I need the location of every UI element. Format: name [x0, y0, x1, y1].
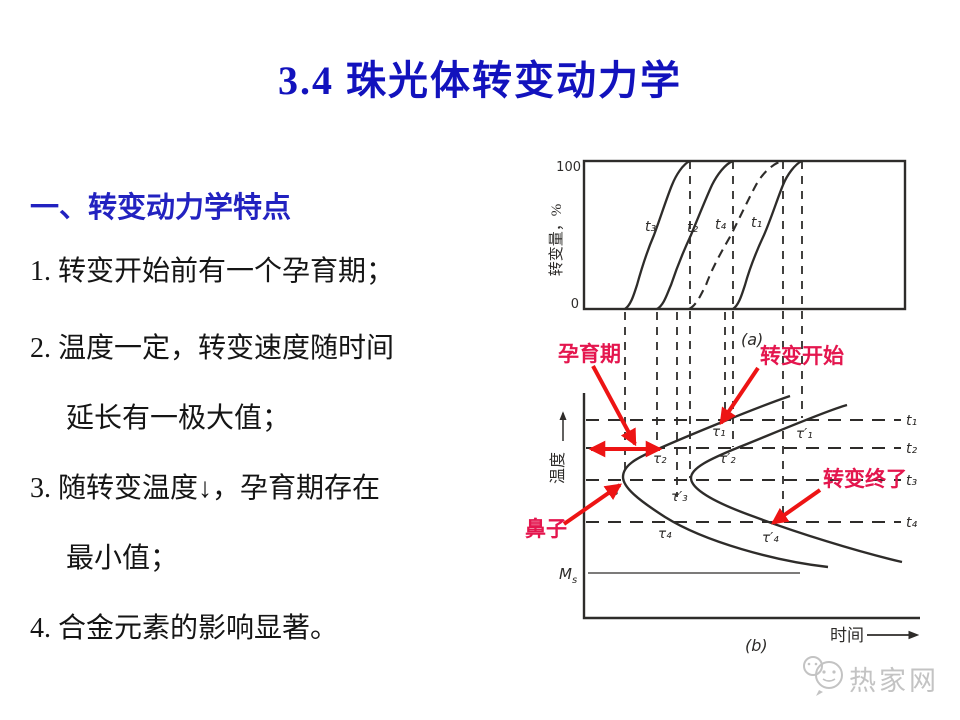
point-1-line: 1. 转变开始前有一个孕育期； — [30, 256, 395, 287]
tau1p-label: τ′₁ — [796, 426, 813, 442]
page-title: 3.4 珠光体转变动力学 — [278, 58, 682, 103]
panel-b-xlabel: 时间 — [830, 626, 864, 645]
tau4-label: τ₄ — [658, 526, 672, 542]
tau2p-label: τ′₂ — [719, 451, 736, 467]
ms-label-sub: s — [572, 575, 577, 586]
panel-a-ylabel: 转变量，% — [548, 204, 565, 277]
tau2-label: τ₂ — [653, 451, 667, 467]
curve-t3 — [624, 159, 691, 310]
panel-a-frame — [582, 159, 907, 311]
incubation-label: 孕育期 — [558, 342, 621, 366]
watermark: 热家网 — [803, 656, 939, 696]
tau1-label: τ₁ — [712, 424, 726, 440]
curve-t4-dashed — [688, 159, 783, 310]
panel-a-ytick-0: 0 — [571, 297, 579, 312]
curve-label-t3: t₃ — [645, 219, 656, 235]
watermark-text: 热家网 — [849, 666, 939, 696]
curve-label-t2: t₂ — [687, 220, 698, 236]
nose-arrow — [562, 483, 623, 526]
panel-b-ylabel: 温度 — [549, 452, 567, 484]
temp-label-t4: t₄ — [906, 515, 917, 531]
point-2-line-2: 延长有一极大值； — [66, 403, 291, 434]
temp-label-t3: t₃ — [906, 473, 917, 489]
end-curve — [689, 403, 903, 564]
curve-t1 — [732, 159, 803, 310]
ms-label-base: M — [559, 565, 572, 583]
watermark-logo-icon — [803, 656, 843, 696]
end-label: 转变终了 — [823, 467, 907, 491]
start-curve — [621, 394, 829, 569]
point-2-line-1: 2. 温度一定，转变速度随时间 — [30, 333, 395, 364]
end-arrow — [770, 488, 822, 525]
nose-label: 鼻子 — [525, 517, 567, 541]
panel-b-label: (b) — [745, 636, 768, 655]
start-label: 转变开始 — [760, 344, 844, 368]
section-heading: 一、转变动力学特点 — [30, 192, 292, 224]
point-4-line: 4. 合金元素的影响显著。 — [30, 613, 339, 644]
incubation-arrow — [591, 365, 637, 447]
panel-a-label: (a) — [741, 330, 763, 349]
temp-label-t1: t₁ — [906, 413, 917, 429]
red-annotations: 孕育期 转变开始 转变终了 鼻子 — [525, 342, 907, 541]
temp-label-t2: t₂ — [906, 441, 917, 457]
curve-label-t1: t₁ — [751, 215, 762, 231]
point-3-line-2: 最小值； — [66, 543, 179, 574]
tau4p-label: τ′₄ — [762, 530, 779, 546]
point-3-line-1: 3. 随转变温度↓，孕育期存在 — [30, 473, 381, 504]
start-arrow — [719, 366, 760, 426]
panel-b — [559, 393, 920, 640]
tau3p-label: τ′₃ — [671, 489, 688, 505]
curve-t2 — [656, 159, 734, 310]
panel-a-ytick-100: 100 — [556, 160, 581, 175]
panel-a-guides — [624, 161, 803, 521]
kinetics-figure: 100 0 转变量，% t₃ t₂ t₄ t₁ (a) — [525, 159, 939, 696]
panel-a — [582, 159, 907, 521]
curve-label-t4: t₄ — [715, 217, 726, 233]
panel-b-axes — [582, 393, 920, 620]
